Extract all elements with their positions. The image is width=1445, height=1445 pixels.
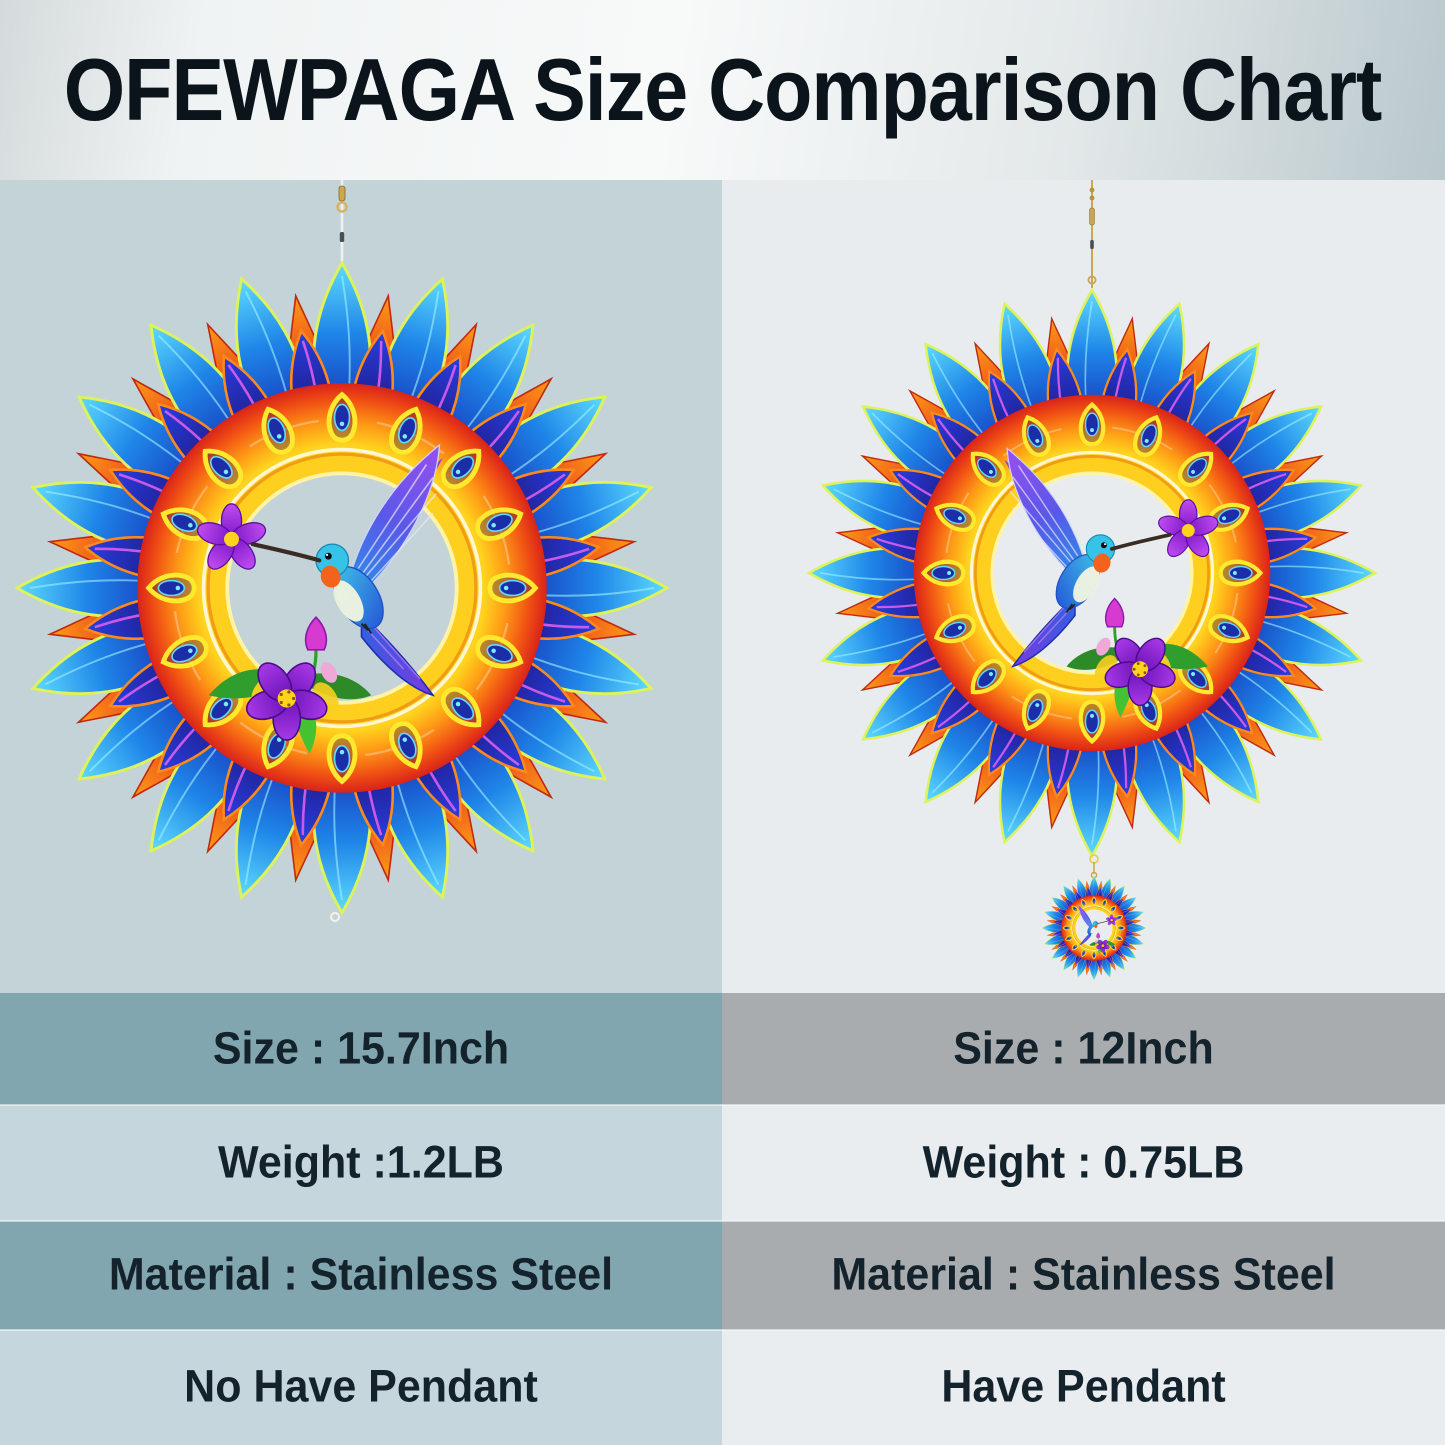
table-row-weight: Weight :1.2LB Weight : 0.75LB: [0, 1104, 1445, 1221]
spec-cell-pendant-15in: No Have Pendant: [0, 1330, 722, 1445]
spec-cell-size-12in: Size : 12Inch: [722, 993, 1445, 1105]
spec-cell-weight-15in: Weight :1.2LB: [0, 1105, 722, 1221]
spec-cell-pendant-12in: Have Pendant: [722, 1330, 1445, 1445]
hanging-chain-icon: [1087, 180, 1097, 288]
table-row-pendant: No Have Pendant Have Pendant: [0, 1329, 1445, 1445]
table-row-size: Size : 15.7Inch Size : 12Inch: [0, 993, 1445, 1105]
spec-cell-weight-12in: Weight : 0.75LB: [722, 1105, 1445, 1221]
product-panel-15in: [0, 180, 722, 993]
spec-table: Size : 15.7Inch Size : 12Inch Weight :1.…: [0, 993, 1445, 1445]
page-title: OFEWPAGA Size Comparison Chart: [63, 39, 1383, 140]
table-row-material: Material : Stainless Steel Material : St…: [0, 1220, 1445, 1330]
wind-spinner-12in-image: [722, 180, 1445, 981]
spec-cell-material-12in: Material : Stainless Steel: [722, 1221, 1445, 1330]
header: OFEWPAGA Size Comparison Chart: [0, 0, 1445, 180]
spec-cell-size-15in: Size : 15.7Inch: [0, 993, 722, 1105]
hanging-swivel-icon: [336, 180, 348, 263]
pendant-spinner-image: [1041, 875, 1147, 981]
connector-ring-icon: [330, 912, 340, 922]
spec-cell-material-15in: Material : Stainless Steel: [0, 1221, 722, 1330]
product-panel-12in: [722, 180, 1445, 993]
wind-spinner-15in-image: [0, 180, 722, 922]
pendant-chain-icon: [1089, 854, 1099, 879]
